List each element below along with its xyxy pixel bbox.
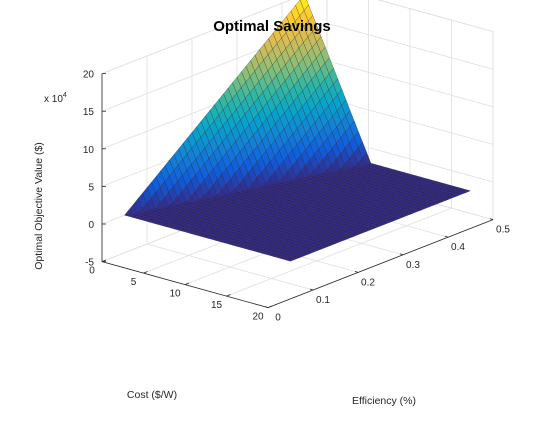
efficiency-tick-label: 0.1	[316, 295, 330, 306]
efficiency-tick-mark	[444, 235, 449, 238]
z-tick-label: 0	[88, 220, 94, 231]
cost-tick-mark	[184, 282, 190, 285]
efficiency-tick-mark	[354, 271, 359, 273]
efficiency-tick-label: 0	[275, 313, 281, 324]
surface-layer[interactable]	[124, 0, 472, 262]
efficiency-tick-label: 0.2	[361, 277, 375, 288]
side-wall-grid-line-z	[326, 98, 494, 145]
efficiency-tick-label: 0.4	[451, 242, 465, 253]
cost-tick-label: 10	[169, 289, 181, 300]
z-tick-label: 5	[88, 182, 94, 193]
z-exponent-power: 4	[63, 92, 67, 99]
efficiency-tick-mark	[309, 288, 314, 291]
z-tick-label: -5	[85, 258, 94, 269]
z-exponent-base: x 10	[44, 94, 63, 105]
efficiency-tick-mark	[489, 218, 494, 220]
z-tick-label: 20	[83, 70, 95, 81]
box-back-edge	[377, 0, 494, 32]
side-wall-grid-line-z	[326, 22, 494, 70]
efficiency-tick-label: 0.3	[406, 260, 420, 271]
z-tick-label: 10	[83, 145, 95, 156]
box-back-edge	[101, 0, 292, 74]
cost-tick-label: 20	[252, 312, 264, 323]
cost-tick-mark	[143, 271, 148, 274]
z-axis-label: Optimal Objective Value ($)	[33, 142, 45, 270]
cost-tick-label: 0	[89, 266, 95, 277]
efficiency-tick-label: 0.5	[496, 225, 510, 236]
cost-tick-label: 5	[131, 277, 137, 288]
efficiency-tick-mark	[399, 253, 404, 256]
z-tick-label: 15	[83, 107, 95, 118]
cost-tick-label: 15	[211, 300, 223, 311]
chart-title: Optimal Savings	[213, 18, 331, 35]
cost-tick-mark	[101, 259, 107, 262]
side-wall-grid-line-z	[326, 60, 494, 108]
surface-patch[interactable]	[285, 258, 296, 262]
y-axis-label: Cost ($/W)	[127, 389, 177, 401]
floor-grid-line-y	[226, 207, 452, 297]
cost-tick-mark	[226, 294, 231, 297]
efficiency-axis-line	[267, 219, 494, 308]
x-axis-label: Efficiency (%)	[352, 395, 416, 407]
efficiency-tick-mark	[264, 306, 269, 308]
z-exponent-label: x 104	[44, 92, 67, 105]
